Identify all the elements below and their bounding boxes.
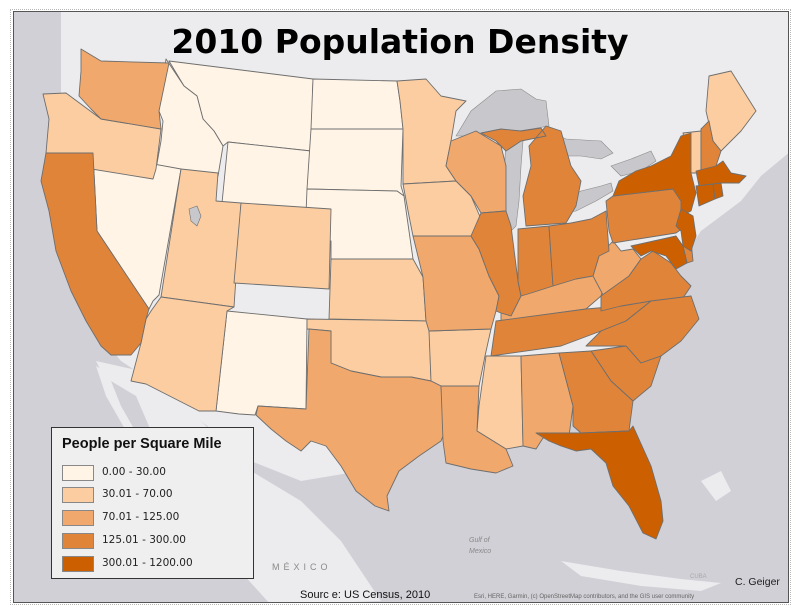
legend-swatch-class2	[62, 487, 94, 503]
legend-label: 30.01 - 70.00	[102, 488, 173, 500]
state-illinois[interactable]	[470, 210, 522, 317]
state-michigan[interactable]	[480, 125, 582, 227]
layout-frame	[10, 9, 791, 605]
great-salt-lake	[188, 205, 202, 227]
legend-swatch-class1	[62, 465, 94, 481]
state-new-mexico[interactable]	[215, 310, 308, 416]
state-wyoming[interactable]	[221, 141, 312, 212]
label-gulf-of-mexico-1: Gulf of	[469, 537, 490, 544]
state-new-york[interactable]	[612, 132, 697, 217]
state-california[interactable]	[40, 152, 150, 356]
legend-swatch-class4	[62, 533, 94, 549]
state-new-jersey[interactable]	[675, 208, 697, 252]
label-mexico: MÉXICO	[272, 562, 332, 572]
state-maine[interactable]	[705, 70, 757, 152]
states-layer	[40, 48, 757, 540]
legend-title: People per Square Mile	[62, 436, 222, 452]
map-legend: People per Square Mile 0.00 - 30.00 30.0…	[51, 427, 254, 579]
label-cuba: CUBA	[690, 574, 707, 580]
state-washington[interactable]	[78, 48, 170, 130]
state-florida[interactable]	[535, 425, 664, 540]
legend-label: 70.01 - 125.00	[102, 511, 180, 523]
basemap-attribution: Esri, HERE, Garmin, (c) OpenStreetMap co…	[474, 594, 695, 600]
label-gulf-of-mexico-2: Mexico	[469, 548, 492, 555]
state-ohio[interactable]	[548, 210, 610, 287]
state-louisiana[interactable]	[440, 385, 514, 474]
state-rhode-island[interactable]	[712, 182, 724, 200]
state-arizona[interactable]	[130, 296, 235, 412]
state-colorado[interactable]	[233, 202, 332, 290]
state-south-dakota[interactable]	[306, 128, 405, 197]
legend-label: 300.01 - 1200.00	[102, 557, 193, 569]
state-north-dakota[interactable]	[310, 78, 404, 130]
legend-label: 0.00 - 30.00	[102, 466, 166, 478]
author-text: C. Geiger	[735, 576, 780, 588]
state-virginia[interactable]	[600, 250, 692, 312]
state-indiana[interactable]	[517, 225, 554, 297]
map-title: 2010 Population Density	[171, 22, 629, 61]
state-north-carolina[interactable]	[585, 295, 700, 364]
legend-swatch-class5	[62, 556, 94, 572]
source-text: Sourc e: US Census, 2010	[300, 589, 431, 601]
state-texas[interactable]	[255, 328, 446, 512]
legend-label: 125.01 - 300.00	[102, 534, 186, 546]
state-maryland[interactable]	[630, 235, 688, 270]
state-kansas[interactable]	[328, 258, 427, 322]
legend-swatch-class3	[62, 510, 94, 526]
